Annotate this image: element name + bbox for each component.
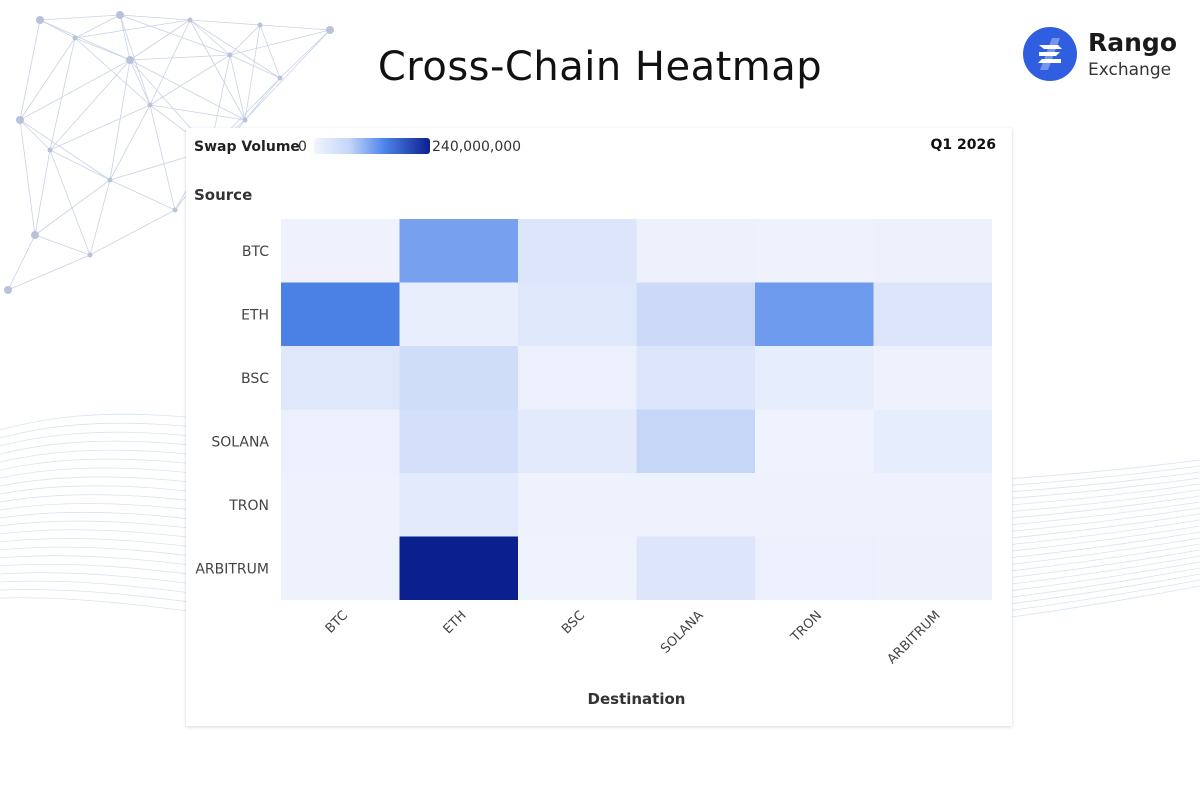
heatmap-cell-solana-to-eth[interactable]: [399, 409, 519, 474]
rango-logo-icon: [1023, 27, 1077, 81]
y-tick-label-tron: TRON: [228, 498, 269, 514]
y-tick-label-bsc: BSC: [241, 371, 269, 387]
y-axis-title: Source: [194, 186, 253, 204]
y-tick-label-eth: ETH: [241, 307, 269, 323]
legend-max-label: 240,000,000: [432, 139, 522, 155]
legend-color-scale: [314, 138, 430, 154]
heatmap-cell-btc-to-btc[interactable]: [281, 219, 400, 283]
x-tick-label-btc: BTC: [323, 608, 351, 636]
heatmap-cell-btc-to-bsc[interactable]: [518, 219, 637, 283]
x-tick-label-solana: SOLANA: [658, 608, 707, 657]
heatmap-cell-tron-to-arbitrum[interactable]: [873, 473, 993, 537]
heatmap-cell-bsc-to-tron[interactable]: [755, 346, 874, 410]
heatmap-cell-eth-to-eth[interactable]: [399, 282, 519, 347]
chart-card: Swap Volume 0 240,000,000 Q1 2026 Source…: [186, 128, 1012, 726]
heatmap-cell-btc-to-eth[interactable]: [399, 219, 519, 283]
x-tick-label-eth: ETH: [441, 608, 470, 637]
y-tick-label-solana: SOLANA: [211, 434, 269, 450]
heatmap-cell-eth-to-arbitrum[interactable]: [873, 282, 993, 347]
heatmap-chart: BTC ETH BSC SOLANA TRON ARBITRUM BTC ETH BSC SOLA…: [195, 219, 993, 667]
heatmap-cell-bsc-to-bsc[interactable]: [518, 346, 637, 410]
heatmap-cell-eth-to-tron[interactable]: [755, 282, 874, 347]
heatmap-cell-arbitrum-to-bsc[interactable]: [518, 536, 637, 601]
heatmap-cell-bsc-to-btc[interactable]: [281, 346, 400, 410]
legend-title: Swap Volume: [194, 139, 300, 155]
heatmap-cell-tron-to-eth[interactable]: [399, 473, 519, 537]
legend-min-label: 0: [298, 139, 307, 155]
page-title: Cross-Chain Heatmap: [377, 44, 823, 90]
heatmap-cell-arbitrum-to-arbitrum[interactable]: [873, 536, 993, 601]
heatmap-cell-arbitrum-to-btc[interactable]: [281, 536, 400, 601]
heatmap-cell-bsc-to-arbitrum[interactable]: [873, 346, 993, 410]
heatmap-cell-bsc-to-eth[interactable]: [399, 346, 519, 410]
x-tick-label-arbitrum: ARBITRUM: [885, 608, 944, 667]
x-tick-label-bsc: BSC: [559, 608, 588, 637]
heatmap-cell-arbitrum-to-tron[interactable]: [755, 536, 874, 601]
heatmap-cell-solana-to-solana[interactable]: [636, 409, 756, 474]
heatmap-cell-arbitrum-to-eth[interactable]: [399, 536, 519, 601]
heatmap-cell-solana-to-tron[interactable]: [755, 409, 874, 474]
heatmap-cell-solana-to-bsc[interactable]: [518, 409, 637, 474]
heatmap-cell-solana-to-arbitrum[interactable]: [873, 409, 993, 474]
heatmap-cell-tron-to-btc[interactable]: [281, 473, 400, 537]
heatmap-cell-tron-to-tron[interactable]: [755, 473, 874, 537]
heatmap-cell-btc-to-tron[interactable]: [755, 219, 874, 283]
heatmap-cell-eth-to-bsc[interactable]: [518, 282, 637, 347]
heatmap-cell-bsc-to-solana[interactable]: [636, 346, 756, 410]
brand-subtitle: Exchange: [1088, 60, 1172, 80]
heatmap-cell-solana-to-btc[interactable]: [281, 409, 400, 474]
heatmap-cell-eth-to-btc[interactable]: [281, 282, 400, 347]
y-tick-label-arbitrum: ARBITRUM: [195, 561, 269, 577]
brand-logo: Rango Exchange: [1022, 26, 1182, 86]
heatmap-cell-arbitrum-to-solana[interactable]: [636, 536, 756, 601]
y-tick-label-btc: BTC: [242, 244, 269, 260]
period-label: Q1 2026: [930, 137, 996, 153]
heatmap-cell-btc-to-arbitrum[interactable]: [873, 219, 993, 283]
heatmap-cell-eth-to-solana[interactable]: [636, 282, 756, 347]
x-axis-title: Destination: [587, 690, 686, 708]
heatmap-cell-btc-to-solana[interactable]: [636, 219, 756, 283]
heatmap-cell-tron-to-solana[interactable]: [636, 473, 756, 537]
x-tick-label-tron: TRON: [788, 608, 825, 645]
heatmap-cell-tron-to-bsc[interactable]: [518, 473, 637, 537]
brand-name: Rango: [1088, 28, 1177, 57]
